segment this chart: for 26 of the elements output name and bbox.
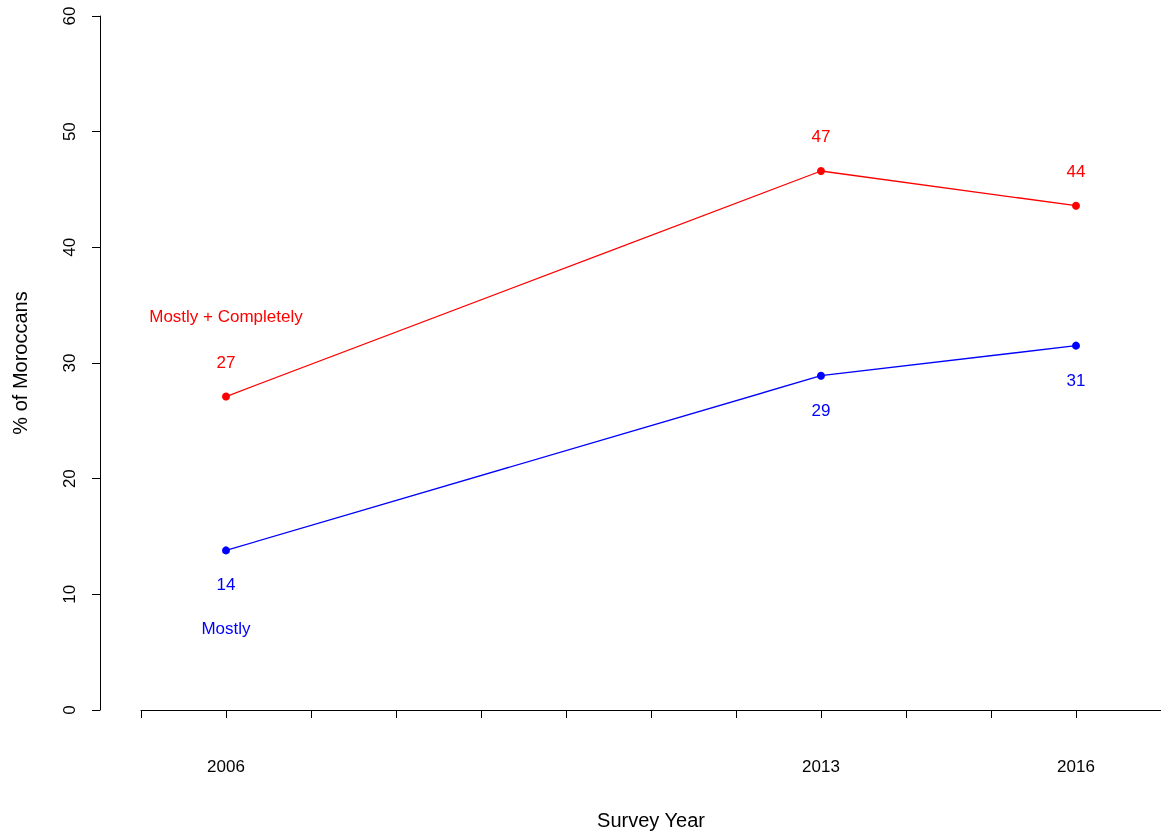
point (817, 371, 825, 380)
x-tick-label: 2013 (802, 757, 840, 776)
point (817, 167, 825, 175)
y-tick-label: 40 (60, 237, 79, 257)
y-tick-label: 60 (60, 6, 79, 26)
point (222, 392, 230, 401)
y-tick-label: 30 (60, 353, 79, 373)
data-label: 47 (811, 126, 831, 146)
point (1072, 201, 1080, 210)
data-label: 44 (1066, 161, 1086, 181)
point (222, 546, 230, 555)
y-tick-label: 20 (60, 469, 79, 489)
data-label: 14 (216, 575, 236, 595)
data-label: 27 (216, 352, 236, 372)
x-tick-label: 2016 (1057, 757, 1095, 776)
data-label: 29 (811, 400, 831, 420)
x-axis-title: Survey Year (597, 809, 706, 831)
y-tick-label: 0 (60, 705, 79, 715)
y-tick-label: 50 (60, 122, 79, 142)
text: Mostly + Completely (149, 307, 304, 327)
point (1072, 341, 1080, 350)
y-tick-label: 10 (60, 584, 79, 604)
text: Mostly (201, 618, 252, 638)
y-axis-title: % of Moroccans (9, 291, 31, 435)
data-label: 31 (1066, 370, 1086, 390)
x-tick-label: 2006 (207, 757, 245, 776)
